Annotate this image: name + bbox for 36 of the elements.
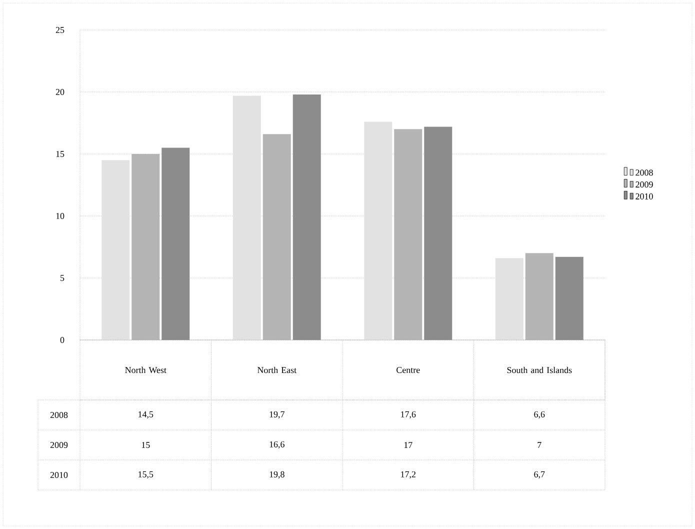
bar [525,253,554,340]
data-label: 16,6 [270,441,284,449]
legend-label: 2008 [636,170,653,176]
y-tick-label: 20 [56,88,64,96]
data-label: 14,5 [138,411,154,419]
legend-label: 2009 [636,181,653,188]
data-label: 17 [404,442,412,448]
data-label: 6,7 [534,471,545,479]
bar [232,96,261,340]
data-label: 17,6 [401,411,416,419]
x-tick-label: Centre [396,366,420,374]
data-label: 19,8 [270,471,284,479]
bar [394,129,422,340]
y-tick-label: 0 [60,336,64,344]
data-label: 15 [142,442,150,448]
y-tick-label: 15 [56,150,64,157]
text: 2009 [50,442,68,448]
bar [495,258,524,340]
x-tick-label: North West [125,366,166,374]
x-tick-label: South and Islands [507,366,572,374]
data-label: 17,2 [401,471,416,479]
bar [364,122,392,340]
data-label: 15,5 [138,471,154,479]
legend-label: 2010 [636,193,653,200]
bar [102,160,130,340]
y-tick-label: 10 [56,212,64,220]
x-tick-label: North East [257,366,296,374]
bar [132,154,160,340]
data-label: 7 [538,442,542,448]
text: 2008 [50,412,68,418]
y-tick-label: 5 [60,275,64,281]
text: 2010 [50,472,68,478]
data-label: 6,6 [534,411,545,419]
bar [262,134,291,340]
y-tick-label: 25 [56,26,64,34]
data-label: 19,7 [270,411,284,419]
